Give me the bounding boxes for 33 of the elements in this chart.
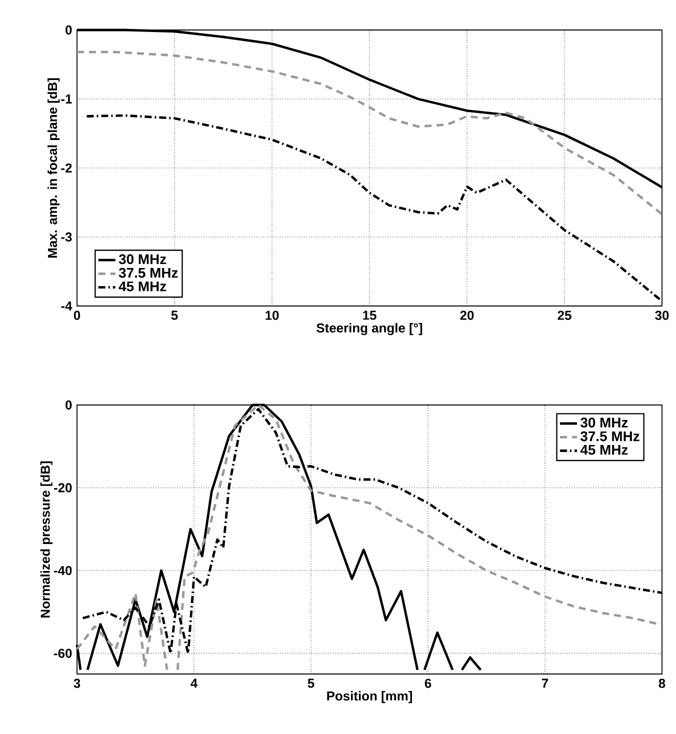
x-tick-label: 30 — [655, 310, 669, 320]
x-tick-label: 5 — [171, 310, 178, 320]
x-tick-label: 8 — [658, 678, 666, 688]
y-tick-label: 0 — [66, 25, 72, 35]
x-tick-label: 25 — [558, 310, 572, 320]
y-tick-label: -3 — [61, 232, 72, 242]
x-tick-label: 10 — [266, 310, 279, 320]
y-tick-label: 0 — [66, 400, 72, 410]
line-series — [76, 50, 664, 216]
y-axis-title: Normalized pressure [dB] — [40, 461, 52, 618]
legend-label: 30 MHz — [580, 418, 628, 428]
x-tick-label: 3 — [74, 678, 80, 688]
x-tick-label: 20 — [460, 310, 474, 320]
x-tick-label: 5 — [308, 678, 314, 688]
y-axis-title: Max. amp. in focal plane [dB] — [48, 78, 60, 258]
y-tick-label: -20 — [54, 483, 72, 492]
y-tick-label: -1 — [61, 94, 72, 104]
x-axis-title: Steering angle [°] — [316, 323, 422, 336]
x-axis-title: Position [mm] — [327, 691, 412, 704]
legend-label: 30 MHz — [118, 254, 166, 264]
x-tick-label: 4 — [190, 678, 198, 688]
y-tick-label: -60 — [54, 648, 72, 658]
legend-label: 45 MHz — [580, 444, 628, 455]
y-tick-label: -2 — [61, 163, 72, 173]
legend-label: 37.5 MHz — [580, 431, 640, 442]
x-tick-label: 15 — [363, 310, 376, 320]
legend-label: 45 MHz — [118, 282, 166, 292]
x-tick-label: 7 — [542, 678, 548, 688]
x-tick-label: 6 — [424, 678, 432, 688]
y-tick-label: -4 — [61, 302, 72, 310]
legend-label: 37.5 MHz — [118, 268, 178, 278]
x-tick-label: 0 — [74, 310, 80, 320]
y-tick-label: -40 — [54, 566, 72, 576]
